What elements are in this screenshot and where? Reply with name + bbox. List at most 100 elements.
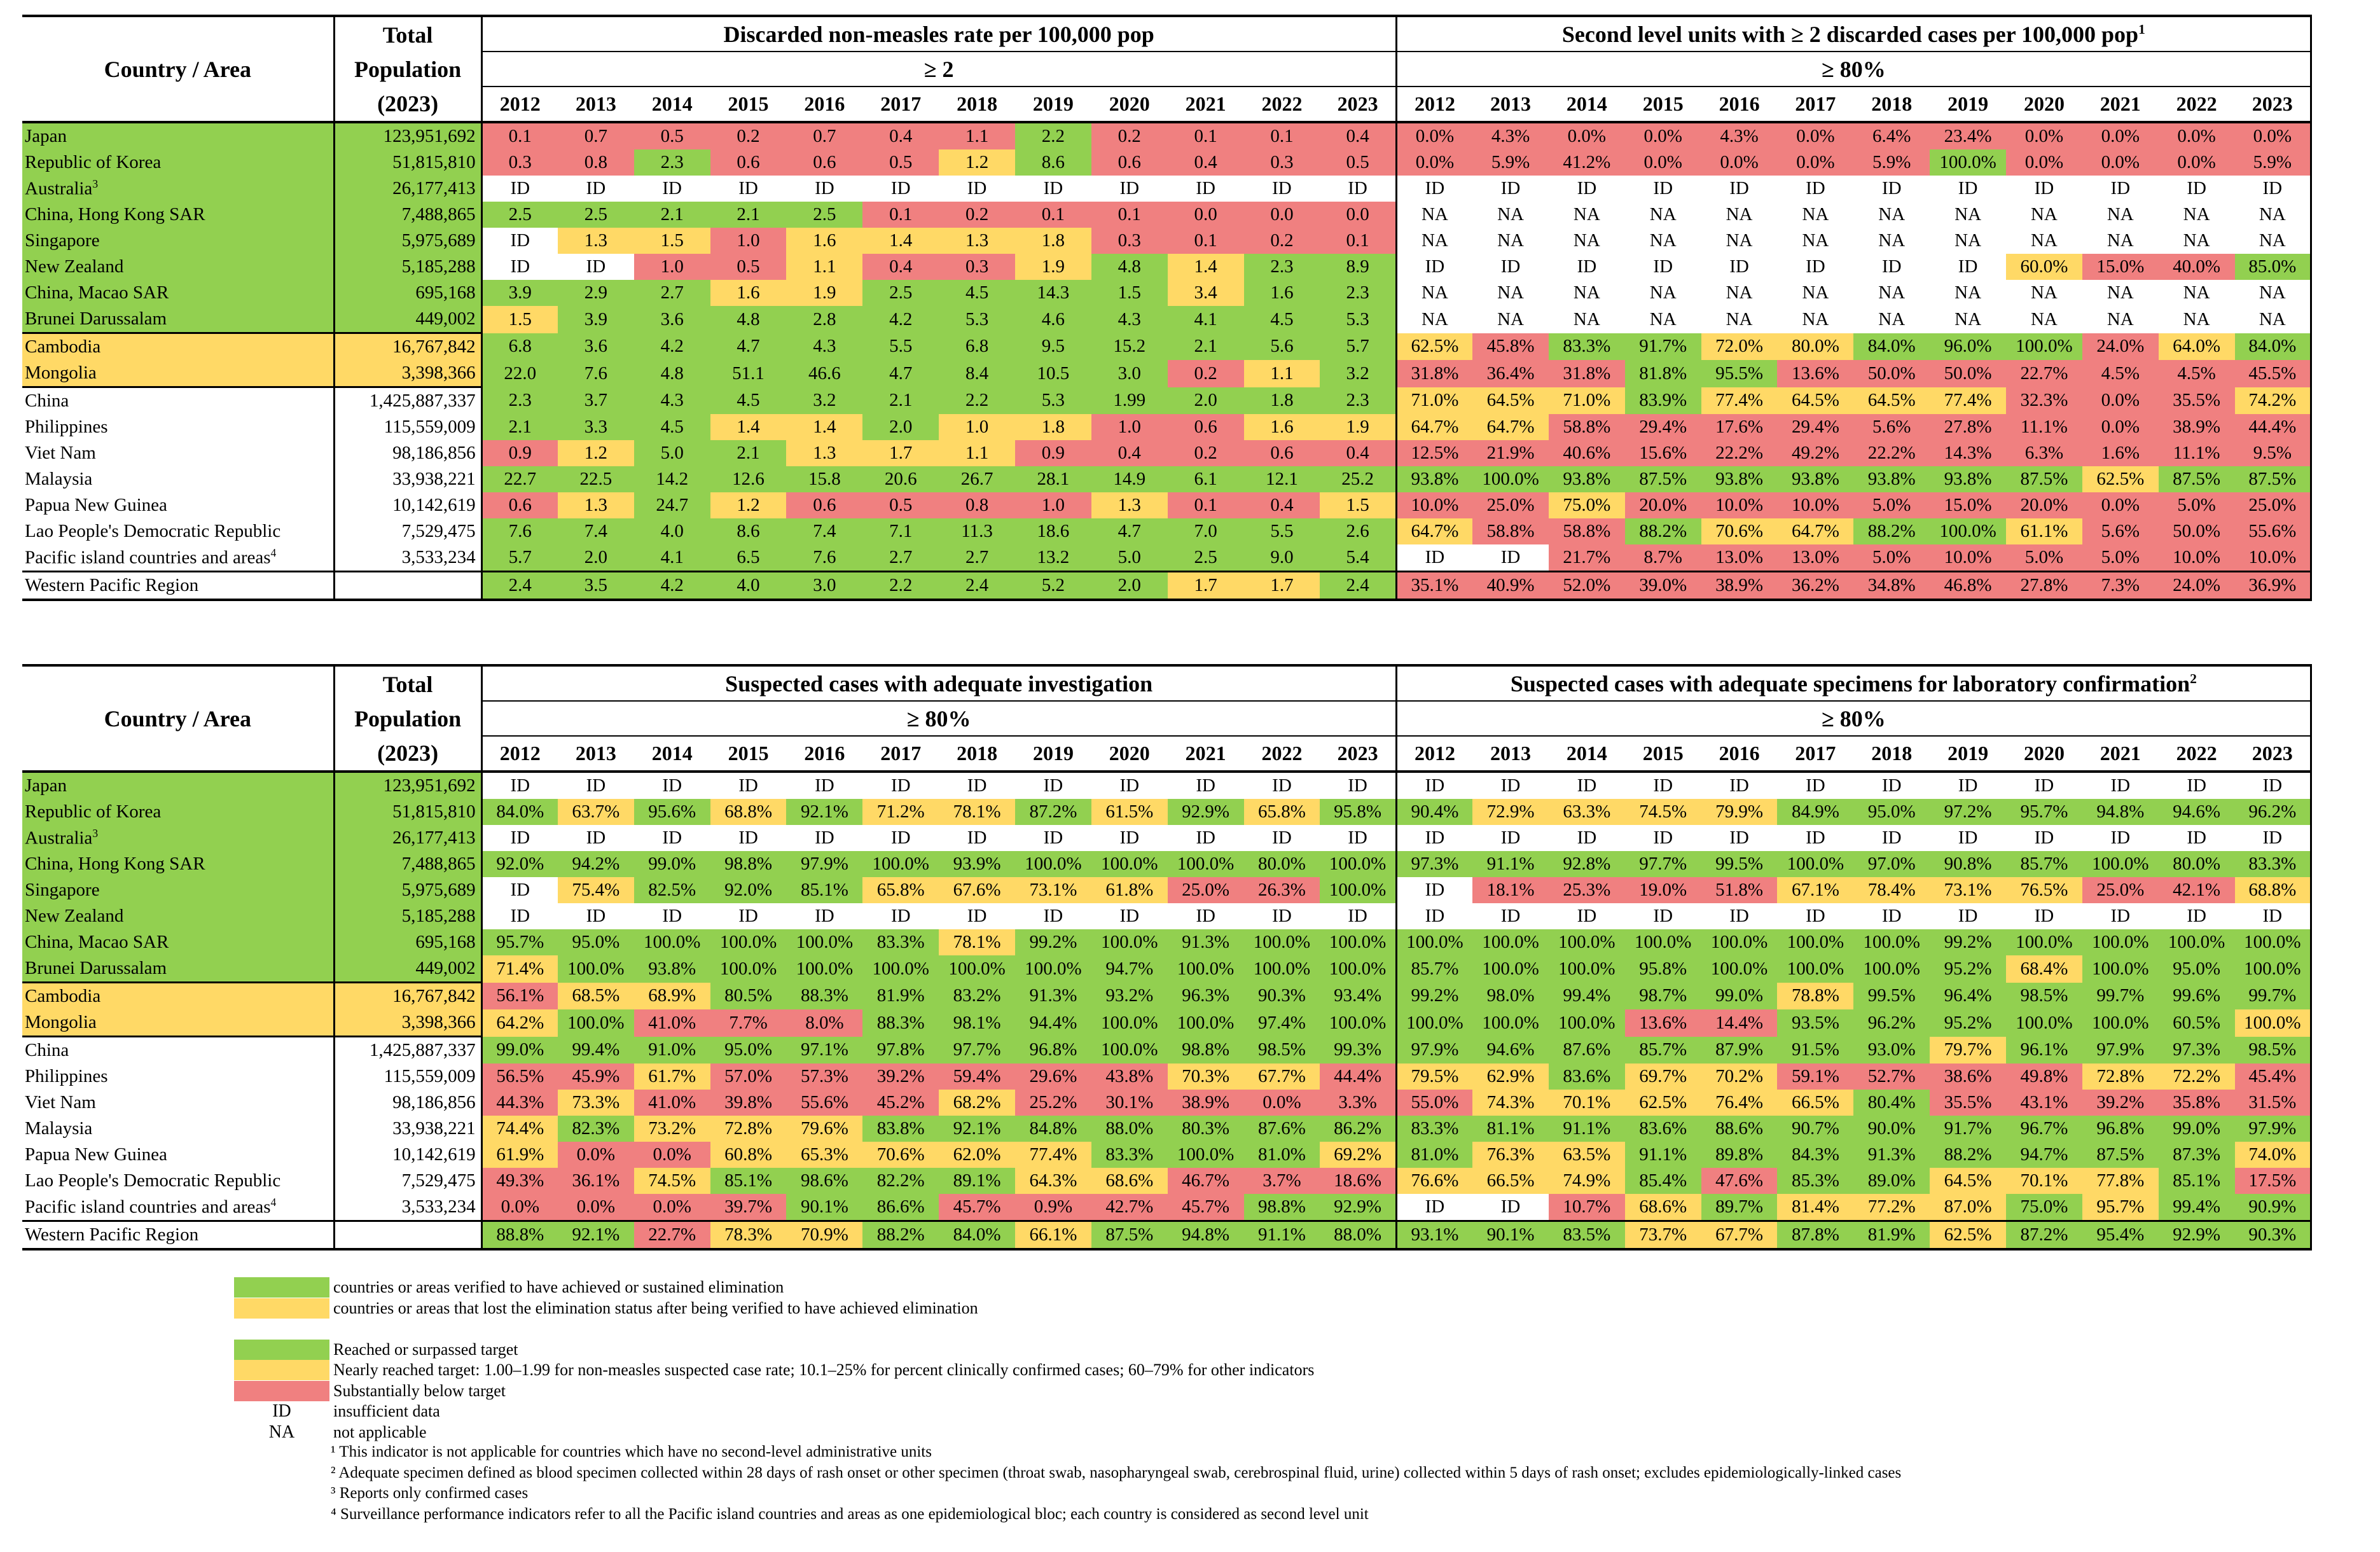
value-cell: 5.0 [633, 440, 710, 466]
value-cell: 4.3% [1472, 122, 1549, 149]
value-cell: 0.2 [1167, 360, 1244, 387]
value-cell: 97.9% [2082, 1036, 2159, 1064]
value-cell: ID [710, 825, 787, 851]
value-cell: 0.5 [862, 492, 939, 518]
value-cell: 0.1 [480, 122, 558, 149]
value-cell: 97.8% [862, 1036, 939, 1064]
population-value: 3,533,234 [333, 544, 482, 572]
value-cell: 2.0 [862, 414, 939, 440]
value-cell: 10.0% [2158, 544, 2235, 572]
value-cell: 79.6% [786, 1116, 863, 1142]
value-cell: 92.8% [1548, 851, 1625, 877]
value-cell: 0.3 [1091, 228, 1168, 254]
value-cell: 0.1 [1243, 122, 1320, 149]
country-name: Republic of Korea [22, 799, 335, 825]
population-value: 16,767,842 [333, 332, 482, 360]
value-cell: 70.1% [1548, 1090, 1625, 1116]
value-cell: 22.2% [1701, 440, 1778, 466]
value-cell: 81.9% [1853, 1220, 1930, 1251]
value-cell: 0.0% [2158, 149, 2235, 176]
year-header: 2012 [1395, 87, 1473, 123]
value-cell: ID [1091, 176, 1168, 202]
year-header: 2015 [710, 736, 787, 773]
value-cell: ID [2082, 176, 2159, 202]
value-cell: 15.0% [1930, 492, 2007, 518]
value-cell: 51.8% [1701, 877, 1778, 903]
legend: countries or areas verified to have achi… [234, 1277, 1314, 1443]
value-cell: ID [557, 825, 634, 851]
value-cell: ID [1395, 825, 1473, 851]
value-cell: 57.0% [710, 1064, 787, 1090]
value-cell: 28.1 [1014, 466, 1091, 492]
value-cell: 93.8% [1777, 466, 1854, 492]
value-cell: NA [1548, 306, 1625, 333]
value-cell: 14.2 [633, 466, 710, 492]
country-name: New Zealand [22, 903, 335, 929]
value-cell: 96.2% [2234, 799, 2312, 825]
value-cell: 78.4% [1853, 877, 1930, 903]
value-cell: ID [1091, 903, 1168, 929]
value-cell: ID [1701, 825, 1778, 851]
value-cell: 88.6% [1701, 1116, 1778, 1142]
year-header: 2013 [557, 87, 634, 123]
footnote-line: ¹ This indicator is not applicable for c… [331, 1443, 932, 1460]
value-cell: 88.2% [862, 1220, 939, 1251]
value-cell: 64.5% [1930, 1168, 2007, 1194]
table-row: China, Macao SAR 695,168 95.7% 95.0% 100.0% 1… [22, 929, 2312, 955]
value-cell: 100.0% [2234, 929, 2312, 955]
value-cell: 0.0% [557, 1142, 634, 1168]
header-row-titles: Country / Area Total Population (2023) Disca… [22, 15, 2313, 123]
value-cell: 1.0 [939, 414, 1015, 440]
value-cell: 0.4 [862, 122, 939, 149]
value-cell: 49.2% [1777, 440, 1854, 466]
value-cell: 87.8% [1777, 1220, 1854, 1251]
value-cell: 100.0% [1167, 851, 1244, 877]
value-cell: 87.5% [2234, 466, 2312, 492]
country-name: Malaysia [22, 466, 335, 492]
value-cell: 98.1% [939, 1009, 1016, 1037]
legend-text: Reached or surpassed target [333, 1340, 518, 1359]
year-header: 2021 [1167, 87, 1244, 123]
value-cell: 95.7% [2006, 799, 2082, 825]
value-cell: 78.3% [710, 1220, 787, 1251]
value-cell: 2.0 [1167, 387, 1244, 414]
value-cell: NA [1777, 280, 1854, 306]
country-name: China, Macao SAR [22, 280, 335, 306]
legend-item: Substantially below target [234, 1380, 1314, 1402]
country-name: China [22, 386, 335, 414]
section-target: ≥ 80% [1395, 52, 2313, 87]
value-cell: 3.3% [1320, 1090, 1397, 1116]
value-cell: NA [2234, 306, 2312, 333]
value-cell: 7.1 [862, 518, 939, 544]
value-cell: 13.0% [1701, 544, 1778, 572]
value-cell: 0.6 [786, 149, 863, 176]
value-cell: ID [862, 903, 939, 929]
value-cell: 92.1% [557, 1220, 634, 1251]
table-row: Singapore 5,975,689 ID 1.3 1.5 1.0 1.6 1.4 1.3 1.… [22, 228, 2312, 254]
value-cell: 88.8% [480, 1220, 558, 1251]
value-cell: NA [1701, 202, 1778, 228]
value-cell: 5.7 [1320, 333, 1397, 360]
population-value: 5,975,689 [333, 228, 482, 254]
footnote-line: ³ Reports only confirmed cases [331, 1485, 529, 1502]
value-cell: 29.4% [1777, 414, 1854, 440]
value-cell: 58.8% [1548, 518, 1625, 544]
value-cell: 31.8% [1548, 360, 1625, 387]
value-cell: 2.3 [1320, 280, 1397, 306]
value-cell: ID [1472, 254, 1549, 280]
value-cell: 66.1% [1015, 1220, 1091, 1251]
value-cell: 90.3% [2234, 1220, 2312, 1251]
value-cell: 0.1 [1167, 228, 1244, 254]
value-cell: 0.4 [1167, 149, 1244, 176]
value-cell: 5.6 [1243, 333, 1320, 360]
value-cell: 0.0% [2082, 387, 2159, 414]
value-cell: 83.3% [862, 929, 939, 955]
year-header: 2021 [1167, 736, 1244, 773]
value-cell: 42.7% [1091, 1194, 1168, 1221]
value-cell: 2.5 [862, 280, 939, 306]
value-cell: ID [1243, 825, 1320, 851]
value-cell: 20.0% [1624, 492, 1701, 518]
value-cell: 67.7% [1701, 1220, 1778, 1251]
value-cell: ID [1243, 176, 1320, 202]
value-cell: 98.8% [1243, 1194, 1320, 1221]
